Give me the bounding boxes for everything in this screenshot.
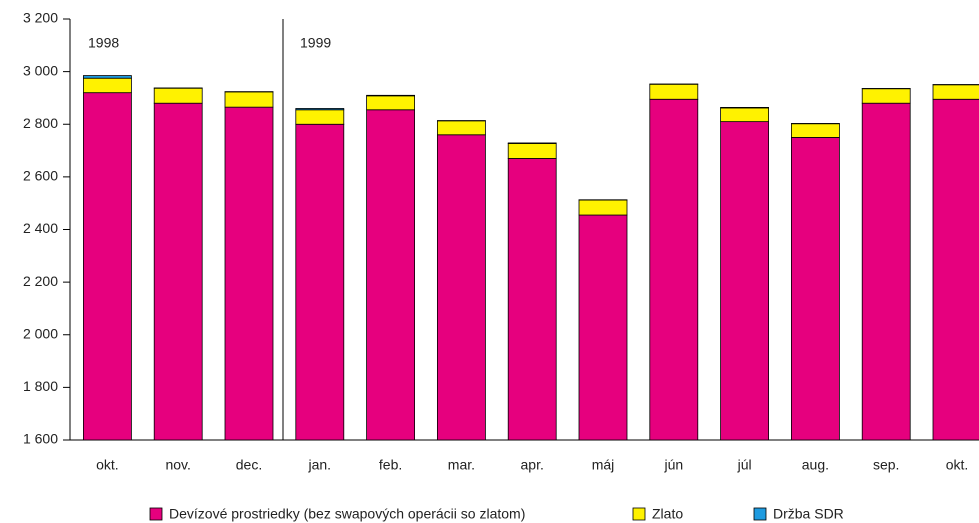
bar-segment: [932, 98, 979, 441]
y-tick-label: 3 200: [23, 10, 58, 26]
x-tick-label: okt.: [96, 457, 119, 473]
legend-label: Zlato: [652, 506, 683, 522]
bar-segment: [366, 109, 416, 441]
bar-segment: [861, 102, 911, 441]
y-tick-label: 1 800: [23, 378, 58, 394]
bar-segment: [649, 98, 699, 441]
y-tick-label: 2 000: [23, 325, 58, 341]
year-label: 1998: [88, 35, 119, 51]
bar-segment: [791, 137, 840, 441]
legend-swatch: [753, 507, 767, 521]
legend-label: Devízové prostriedky (bez swapových oper…: [169, 506, 525, 522]
y-tick-label: 2 400: [23, 220, 58, 236]
x-tick-label: júl: [737, 457, 752, 473]
y-tick-label: 3 000: [23, 62, 58, 78]
bar-segment: [507, 143, 557, 159]
legend-label: Držba SDR: [773, 506, 844, 522]
bar-segment: [507, 158, 557, 441]
x-tick-label: máj: [592, 457, 615, 473]
bar-segment: [791, 123, 840, 138]
bar-segment: [578, 214, 628, 441]
bar-segment: [366, 95, 416, 111]
bar-segment: [436, 134, 486, 441]
bar-segment: [366, 94, 416, 97]
bar-segment: [83, 75, 132, 79]
x-tick-label: dec.: [236, 457, 262, 473]
bar-segment: [295, 123, 345, 441]
year-label: 1999: [300, 35, 331, 51]
y-tick-label: 1 600: [23, 431, 58, 447]
bar-segment: [932, 84, 979, 100]
x-tick-label: okt.: [946, 457, 969, 473]
bar-segment: [153, 87, 203, 104]
y-tick-label: 2 200: [23, 273, 58, 289]
bar-segment: [224, 91, 274, 108]
x-tick-label: sep.: [873, 457, 899, 473]
x-tick-label: feb.: [379, 457, 402, 473]
bar-segment: [153, 102, 203, 441]
legend-swatch: [149, 507, 163, 521]
legend-swatch: [632, 507, 646, 521]
x-tick-label: apr.: [521, 457, 544, 473]
bar-segment: [861, 88, 911, 104]
x-tick-label: jún: [663, 457, 683, 473]
bar-segment: [649, 83, 699, 100]
bar-segment: [578, 199, 628, 216]
bar-segment: [720, 107, 769, 109]
bar-segment: [83, 92, 132, 441]
x-tick-label: nov.: [165, 457, 190, 473]
bar-segment: [295, 109, 345, 125]
bar-segment: [436, 120, 486, 136]
x-tick-label: aug.: [802, 457, 829, 473]
bar-segment: [720, 107, 769, 123]
bar-segment: [507, 142, 557, 144]
bar-segment: [224, 106, 274, 441]
x-tick-label: jan.: [308, 457, 332, 473]
y-tick-label: 2 600: [23, 168, 58, 184]
x-tick-label: mar.: [448, 457, 475, 473]
bar-segment: [83, 77, 132, 94]
bar-segment: [720, 121, 769, 441]
y-tick-label: 2 800: [23, 115, 58, 131]
bar-segment: [295, 108, 345, 111]
